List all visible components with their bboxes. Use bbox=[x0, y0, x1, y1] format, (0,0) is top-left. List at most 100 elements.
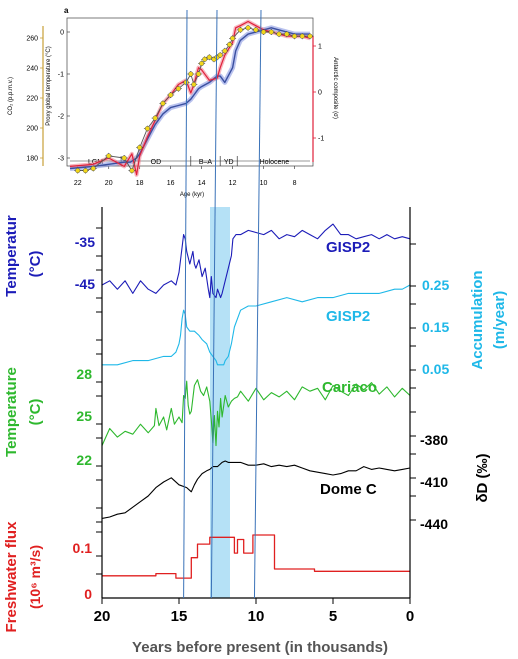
cariaco-tick-1: 25 bbox=[76, 408, 92, 424]
inset-proxy-point bbox=[226, 42, 233, 48]
inset-proxy-point bbox=[222, 48, 228, 54]
main-x-tick-label: 0 bbox=[406, 608, 414, 625]
inset-series-blue bbox=[69, 27, 310, 170]
inset-proxy-point bbox=[191, 81, 197, 88]
inset-proxy-point bbox=[90, 165, 96, 172]
inset-proxy-point bbox=[129, 168, 135, 174]
inset-co2-tick-label: 260 bbox=[26, 36, 38, 43]
inset-proxy-point bbox=[202, 56, 208, 62]
inset-proxy-point bbox=[121, 155, 127, 161]
inset-x-tick-label: 14 bbox=[198, 180, 206, 187]
gisp2-accum-line bbox=[102, 284, 411, 366]
reference-line bbox=[183, 9, 188, 599]
inset-proxy-point bbox=[260, 29, 267, 35]
inset-temp-tick-label: 0 bbox=[60, 30, 64, 37]
inset-co2-tick-label: 200 bbox=[26, 126, 38, 133]
reference-lines bbox=[183, 9, 262, 599]
inset-proxy-point bbox=[75, 168, 81, 174]
reference-line bbox=[253, 9, 262, 599]
inset-proxy-point bbox=[253, 27, 259, 33]
gisp2-accum-tick-2: 0.05 bbox=[422, 361, 449, 377]
main-x-tick-label: 15 bbox=[171, 608, 188, 625]
inset-co2-ticks: 260 240 220 200 180 bbox=[26, 36, 43, 163]
domec-line bbox=[101, 460, 411, 519]
domec-axis-title: δD (‰) bbox=[474, 453, 491, 502]
gisp2-temp-tick-0: -35 bbox=[75, 234, 95, 250]
inset-antarctic-tick-label: -1 bbox=[318, 136, 324, 143]
main-x-tick-label: 10 bbox=[248, 608, 265, 625]
inset-series bbox=[69, 19, 314, 177]
inset-antarctic-ticks: 1 0 -1 bbox=[313, 44, 324, 143]
inset-proxy-point bbox=[82, 168, 89, 174]
inset-co2-tick-label: 240 bbox=[26, 66, 38, 73]
main-x-axis-title: Years before present (in thousands) bbox=[132, 639, 388, 656]
cariaco-axis-title-line1: Temperature bbox=[3, 367, 20, 457]
inset-proxy-point bbox=[284, 31, 290, 37]
flux-line bbox=[102, 534, 410, 579]
inset-x-tick-label: 22 bbox=[74, 180, 82, 187]
gisp2-accum-axis-title-line1: Accumulation bbox=[469, 270, 486, 369]
inset-period-label: OD bbox=[151, 159, 162, 166]
cariaco-series-label: Cariaco bbox=[322, 379, 377, 396]
inset-proxy-point bbox=[199, 60, 205, 67]
cariaco-line bbox=[101, 379, 411, 447]
inset-proxy-point bbox=[137, 144, 143, 151]
inset-period-label: Holocene bbox=[260, 159, 290, 166]
cariaco-axis-title-line2: (°C) bbox=[27, 399, 44, 426]
inset-x-tick-label: 18 bbox=[136, 180, 144, 187]
inset-co2-tick-label: 220 bbox=[26, 96, 38, 103]
inset-x-tick-label: 16 bbox=[167, 180, 175, 187]
inset-temp-tick-label: -3 bbox=[58, 156, 64, 163]
cariaco-tick-2: 22 bbox=[76, 452, 92, 468]
inset-series-blue-band bbox=[69, 25, 310, 171]
main-x-tick-label: 20 bbox=[94, 608, 111, 625]
gisp2-accum-axis-title-line2: (m/year) bbox=[491, 291, 508, 349]
domec-tick-2: -440 bbox=[420, 516, 448, 532]
inset-proxy-point bbox=[230, 35, 236, 41]
gisp2-accum-tick-1: 0.15 bbox=[422, 319, 449, 335]
inset-proxy-point bbox=[152, 115, 158, 121]
flux-tick-0: 0.1 bbox=[73, 540, 93, 556]
inset-proxy-point bbox=[291, 33, 298, 39]
inset-antarctic-tick-label: 1 bbox=[318, 44, 322, 51]
inset-proxy-point bbox=[299, 33, 305, 39]
inset-proxy-point bbox=[276, 31, 282, 37]
inset-proxy-point bbox=[307, 33, 313, 39]
gisp2-temp-axis-title-line2: (°C) bbox=[27, 251, 44, 278]
inset-x-axis-title: Age (kyr) bbox=[180, 192, 204, 198]
inset-period-label: B–A bbox=[199, 159, 213, 166]
inset-series-red bbox=[69, 20, 311, 176]
inset-proxy-point bbox=[168, 92, 174, 98]
inset-period-label: YD bbox=[224, 159, 234, 166]
inset-proxy-point bbox=[245, 25, 251, 31]
gisp2-temp-series-label: GISP2 bbox=[326, 239, 370, 256]
inset-co2-tick-label: 180 bbox=[26, 156, 38, 163]
inset-proxy-point bbox=[206, 54, 212, 60]
domec-tick-0: -380 bbox=[420, 432, 448, 448]
inset-x-tick-label: 20 bbox=[105, 180, 113, 187]
inset-co2-axis-title: CO₂ (p.p.m.v.) bbox=[8, 77, 14, 115]
inset-proxy-point bbox=[237, 27, 243, 33]
inset-proxy-point bbox=[217, 52, 223, 58]
gisp2-temp-line bbox=[101, 223, 411, 299]
flux-axis-title-line1: Freshwater flux bbox=[3, 521, 20, 633]
main-series bbox=[101, 223, 411, 579]
inset-panel-label: a bbox=[64, 6, 69, 15]
inset-proxy-point bbox=[195, 71, 202, 77]
inset-antarctic-axis-title: Antarctic composite (σ) bbox=[332, 57, 338, 119]
inset-proxy-point bbox=[175, 86, 181, 92]
domec-tick-1: -410 bbox=[420, 474, 448, 490]
main-x-tick-label: 5 bbox=[329, 608, 337, 625]
cariaco-tick-0: 28 bbox=[76, 366, 92, 382]
flux-axis-title-line2: (10⁶ m³/s) bbox=[27, 545, 43, 609]
inset-proxy-point bbox=[144, 126, 150, 132]
main-x-ticks: 20 15 10 5 0 bbox=[94, 227, 416, 625]
flux-tick-1: 0 bbox=[84, 586, 92, 602]
inset-proxy-point bbox=[188, 71, 194, 77]
inset-x-ticks: 22 20 18 16 14 12 10 8 bbox=[74, 166, 297, 187]
gisp2-accum-tick-0: 0.25 bbox=[422, 277, 449, 293]
gisp2-temp-axis-title-line1: Temperatur bbox=[3, 215, 20, 297]
reference-line bbox=[210, 9, 218, 599]
